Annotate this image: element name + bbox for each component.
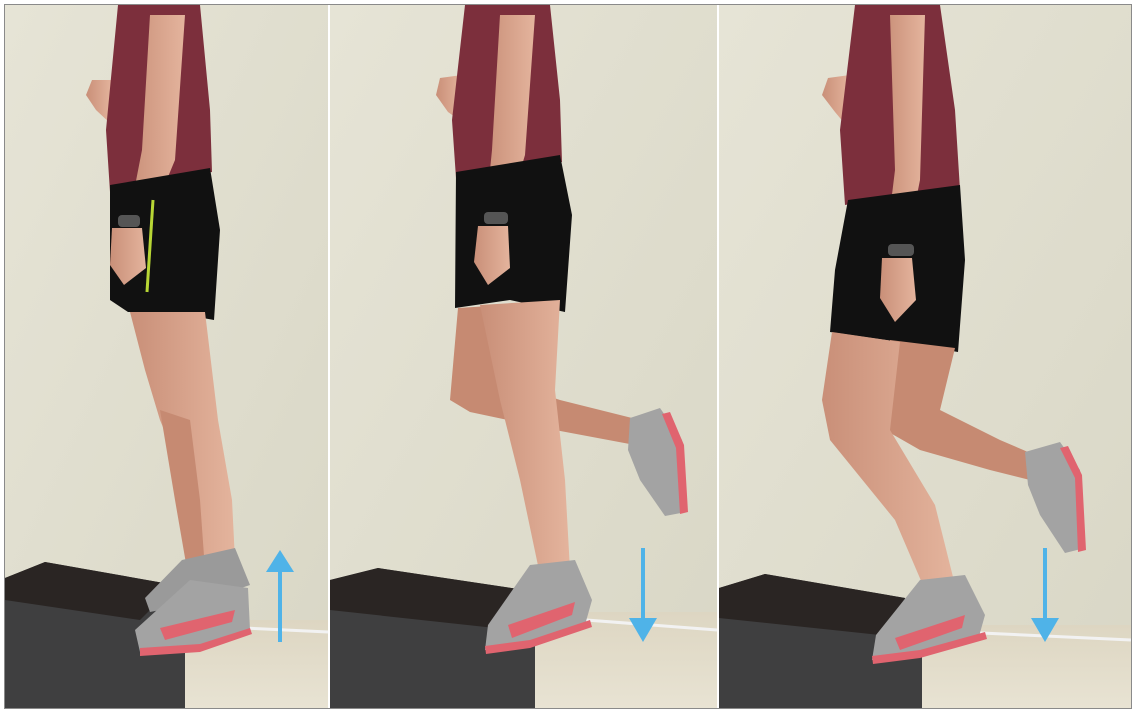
frame <box>4 4 1132 709</box>
shoe-sole <box>140 628 252 656</box>
arrow-head <box>629 618 657 642</box>
watch <box>484 212 508 224</box>
shorts <box>455 155 572 312</box>
shoe-sole <box>1060 446 1086 552</box>
watch <box>888 244 914 256</box>
leg <box>885 340 1035 480</box>
hand <box>474 226 510 285</box>
shoe-sole <box>485 620 592 654</box>
shorts-stripe <box>145 199 155 293</box>
shoe-swoosh <box>895 615 965 650</box>
shoe-sole <box>662 412 688 514</box>
arrow-head <box>1031 618 1059 642</box>
leg <box>160 410 205 575</box>
panel-3 <box>719 5 1132 708</box>
step-top <box>330 568 525 628</box>
shoe-swoosh <box>508 602 575 638</box>
watch <box>118 215 140 227</box>
shoe-swoosh <box>160 610 235 640</box>
panel-2 <box>330 5 718 708</box>
shoe <box>1025 442 1085 553</box>
leg <box>480 300 570 575</box>
panel-1 <box>5 5 329 708</box>
shoe-sole <box>872 632 987 664</box>
step-top <box>719 574 905 635</box>
arm <box>128 15 185 225</box>
step-top <box>5 562 175 620</box>
shorts <box>110 168 220 320</box>
hand <box>86 80 112 125</box>
hand <box>110 228 146 285</box>
arrow-head <box>266 550 294 572</box>
leg <box>822 332 955 590</box>
shoe <box>145 548 250 612</box>
hand <box>880 258 916 322</box>
